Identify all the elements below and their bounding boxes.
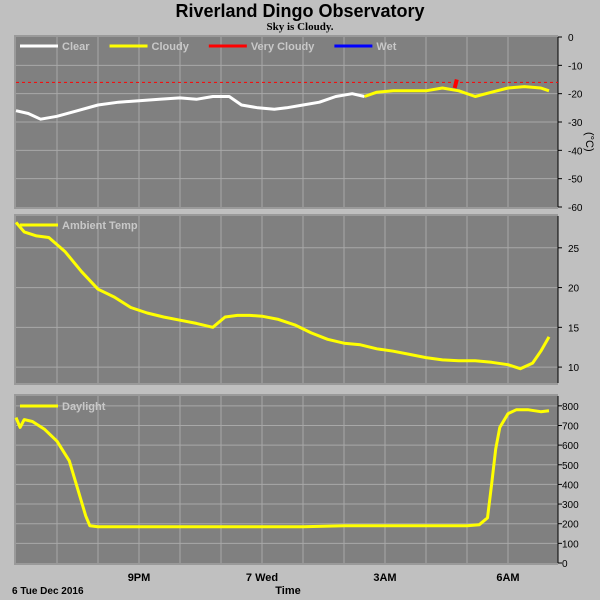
y-tick-label: 500 (562, 461, 579, 472)
series-line-very-cloudy (452, 79, 459, 89)
time-axis: 9PM 7 Wed 3AM 6AM 6 Tue Dec 2016 Time (12, 572, 520, 597)
legend-label: Clear (62, 41, 90, 53)
start-date-label: 6 Tue Dec 2016 (12, 586, 84, 597)
y-tick-label: 15 (568, 323, 580, 334)
ambient-temp-chart: 10 15 20 25 Ambient Temp (14, 214, 580, 385)
y-tick-label: -60 (568, 203, 583, 214)
y-tick-label: 200 (562, 520, 579, 531)
series-line-cloudy (364, 85, 550, 98)
y-tick-label: -20 (568, 90, 583, 101)
y-tick-label: 100 (562, 539, 579, 550)
y-tick-label: 20 (568, 284, 580, 295)
y-tick-label: 0 (568, 33, 574, 44)
x-tick-label: 9PM (128, 572, 151, 584)
plot-area (16, 396, 558, 563)
sky-status: Sky is Cloudy. (266, 21, 334, 33)
series-line-daylight (14, 408, 550, 529)
y-tick-label: -30 (568, 118, 583, 129)
legend-label: Daylight (62, 401, 106, 413)
daylight-chart: 0 100 200 300 400 500 600 700 800 Daylight (14, 394, 579, 570)
y-tick-label: -50 (568, 175, 583, 186)
x-tick-label: 7 Wed (246, 572, 278, 584)
y-axis-label: (°C) (583, 132, 595, 152)
legend-label: Wet (376, 41, 396, 53)
x-tick-label: 3AM (373, 572, 396, 584)
y-tick-label: 400 (562, 480, 579, 491)
x-tick-label: 6AM (496, 572, 519, 584)
y-tick-label: 800 (562, 402, 579, 413)
legend-label: Very Cloudy (251, 41, 315, 53)
legend-label: Cloudy (152, 41, 190, 53)
page-title: Riverland Dingo Observatory (175, 1, 425, 21)
y-tick-label: 10 (568, 363, 580, 374)
series-line-ambient-temp (14, 221, 551, 371)
sky-temp-chart: 0 -10 -20 -30 -40 -50 -60 (°C) Clear Cloudy Very C… (14, 33, 595, 214)
y-tick-label: -40 (568, 146, 583, 157)
x-axis-label: Time (275, 585, 300, 597)
y-tick-label: 300 (562, 500, 579, 511)
y-tick-label: 600 (562, 441, 579, 452)
plot-area (16, 216, 558, 383)
legend-label: Ambient Temp (62, 220, 138, 232)
y-tick-label: -10 (568, 61, 583, 72)
series-line-clear (15, 92, 365, 121)
y-tick-label: 25 (568, 244, 580, 255)
y-tick-label: 0 (562, 559, 568, 570)
y-tick-label: 700 (562, 421, 579, 432)
